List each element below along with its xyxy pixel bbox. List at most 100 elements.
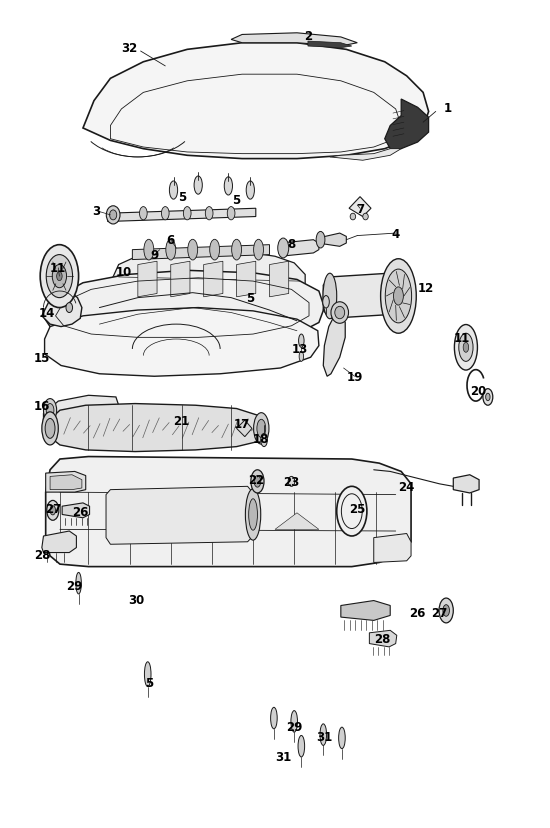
Text: 15: 15 (34, 351, 50, 364)
Text: 14: 14 (39, 306, 56, 320)
Ellipse shape (291, 710, 298, 732)
Ellipse shape (40, 245, 79, 308)
Ellipse shape (246, 181, 255, 200)
Polygon shape (318, 233, 346, 247)
Ellipse shape (486, 394, 490, 402)
Text: 11: 11 (453, 331, 470, 344)
Ellipse shape (335, 307, 345, 320)
Ellipse shape (166, 240, 175, 261)
Polygon shape (43, 396, 119, 424)
Text: 13: 13 (292, 343, 308, 356)
Ellipse shape (50, 506, 56, 515)
Text: 8: 8 (287, 238, 295, 250)
Ellipse shape (350, 214, 356, 220)
Ellipse shape (439, 599, 453, 623)
Ellipse shape (46, 255, 73, 298)
Ellipse shape (323, 296, 329, 309)
Ellipse shape (76, 573, 81, 595)
Ellipse shape (45, 419, 55, 439)
Polygon shape (270, 262, 289, 297)
Polygon shape (62, 503, 90, 518)
Text: 26: 26 (409, 606, 426, 619)
Polygon shape (370, 631, 397, 647)
Polygon shape (42, 532, 76, 553)
Text: 9: 9 (150, 248, 158, 262)
Polygon shape (138, 262, 157, 297)
Text: 24: 24 (399, 480, 415, 493)
Ellipse shape (183, 207, 191, 220)
Ellipse shape (224, 177, 233, 195)
Text: 1: 1 (444, 102, 452, 114)
Ellipse shape (323, 274, 337, 320)
Polygon shape (46, 457, 411, 567)
Text: 25: 25 (349, 503, 366, 516)
Text: 31: 31 (316, 730, 333, 743)
Ellipse shape (339, 727, 345, 749)
Ellipse shape (254, 240, 263, 261)
Text: 20: 20 (470, 384, 486, 397)
Polygon shape (280, 240, 319, 257)
Ellipse shape (320, 724, 327, 745)
Ellipse shape (337, 487, 367, 537)
Text: 3: 3 (92, 205, 101, 218)
Polygon shape (170, 262, 190, 297)
Text: 23: 23 (283, 475, 300, 489)
Polygon shape (108, 209, 256, 222)
Text: 26: 26 (72, 505, 89, 518)
Ellipse shape (463, 343, 469, 353)
Ellipse shape (210, 240, 219, 261)
Ellipse shape (205, 207, 213, 220)
Text: 31: 31 (275, 750, 292, 763)
Text: 12: 12 (418, 282, 434, 295)
Polygon shape (192, 513, 236, 530)
Ellipse shape (316, 232, 325, 248)
Text: 4: 4 (392, 228, 400, 240)
Ellipse shape (443, 605, 449, 617)
Ellipse shape (162, 207, 169, 220)
Polygon shape (323, 315, 345, 377)
Ellipse shape (385, 270, 411, 324)
Text: 5: 5 (246, 291, 255, 305)
Polygon shape (50, 475, 82, 490)
Ellipse shape (227, 207, 235, 220)
Polygon shape (133, 245, 270, 260)
Ellipse shape (254, 476, 261, 488)
Text: 17: 17 (234, 417, 250, 431)
Text: 22: 22 (248, 474, 264, 487)
Ellipse shape (393, 287, 403, 306)
Ellipse shape (245, 489, 261, 541)
Text: 29: 29 (286, 720, 302, 733)
Text: 29: 29 (67, 580, 83, 592)
Polygon shape (349, 197, 371, 217)
Ellipse shape (249, 499, 257, 531)
Ellipse shape (261, 434, 267, 447)
Ellipse shape (257, 420, 266, 438)
Polygon shape (45, 271, 324, 344)
Text: 5: 5 (145, 676, 153, 689)
Ellipse shape (454, 325, 477, 371)
Ellipse shape (46, 404, 54, 417)
Text: 28: 28 (34, 548, 50, 561)
Text: 32: 32 (122, 42, 138, 55)
Polygon shape (236, 262, 256, 297)
Text: 27: 27 (45, 503, 61, 516)
Text: 21: 21 (174, 414, 190, 427)
Polygon shape (231, 34, 358, 47)
Polygon shape (111, 513, 155, 530)
Polygon shape (204, 262, 223, 297)
Ellipse shape (483, 389, 493, 406)
Text: 10: 10 (116, 265, 132, 278)
Text: 19: 19 (346, 370, 363, 383)
Polygon shape (46, 472, 86, 493)
Ellipse shape (278, 238, 289, 258)
Polygon shape (47, 404, 264, 452)
Ellipse shape (331, 302, 349, 324)
Text: 27: 27 (431, 606, 448, 619)
Text: 16: 16 (34, 399, 50, 412)
Ellipse shape (232, 240, 241, 261)
Polygon shape (45, 308, 319, 377)
Ellipse shape (169, 181, 178, 200)
Ellipse shape (144, 240, 154, 261)
Polygon shape (106, 487, 253, 545)
Text: 7: 7 (356, 203, 364, 215)
